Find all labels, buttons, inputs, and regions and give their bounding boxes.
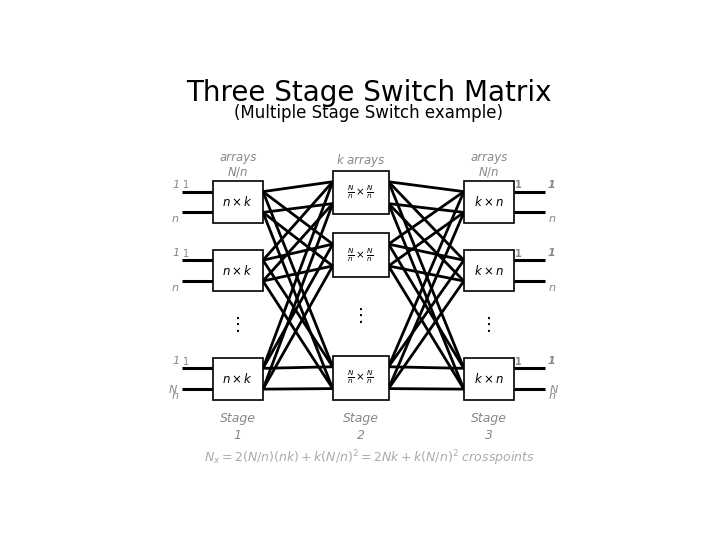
Text: $n\times k$: $n\times k$: [222, 264, 253, 278]
Text: 1: 1: [548, 248, 555, 258]
Bar: [213, 358, 263, 400]
Text: $n$: $n$: [548, 391, 556, 401]
Text: 1: 1: [548, 179, 555, 190]
Text: (Multiple Stage Switch example): (Multiple Stage Switch example): [235, 104, 503, 122]
Bar: [464, 250, 514, 292]
Text: 1: 1: [516, 248, 522, 259]
Text: $k$ arrays: $k$ arrays: [336, 152, 385, 168]
Bar: [333, 171, 389, 214]
Text: $k\times n$: $k\times n$: [474, 195, 504, 209]
Text: 3: 3: [485, 429, 493, 442]
Text: $n$: $n$: [548, 283, 556, 293]
Text: ⋮: ⋮: [480, 316, 498, 334]
Bar: [464, 181, 514, 223]
Bar: [213, 250, 263, 292]
Text: 1: 1: [183, 357, 189, 367]
Text: ⋮: ⋮: [229, 316, 247, 334]
Text: 1: 1: [183, 180, 189, 190]
Bar: [333, 233, 389, 277]
Text: 2: 2: [356, 429, 364, 442]
Text: $N/n$: $N/n$: [478, 165, 500, 179]
Text: 1: 1: [172, 356, 179, 366]
Text: $N$: $N$: [168, 383, 178, 395]
Text: 1: 1: [516, 357, 522, 367]
Text: $n\times k$: $n\times k$: [222, 195, 253, 209]
Text: Stage: Stage: [220, 412, 256, 425]
Text: $n\times k$: $n\times k$: [222, 372, 253, 386]
Text: 1: 1: [548, 356, 555, 366]
Text: $n$: $n$: [171, 391, 179, 401]
Text: Stage: Stage: [343, 412, 379, 425]
Bar: [333, 356, 389, 400]
Text: $n$: $n$: [171, 214, 179, 225]
Text: $N_x = 2(N/n)(nk) + k(N/n)^2 = 2Nk + k(N/n)^2$ crosspoints: $N_x = 2(N/n)(nk) + k(N/n)^2 = 2Nk + k(N…: [204, 448, 534, 468]
Text: ⋮: ⋮: [351, 307, 369, 326]
Text: 1: 1: [234, 429, 242, 442]
Text: 1: 1: [172, 248, 179, 258]
Text: $\frac{N}{n}\times\frac{N}{n}$: $\frac{N}{n}\times\frac{N}{n}$: [347, 246, 374, 264]
Text: Three Stage Switch Matrix: Three Stage Switch Matrix: [186, 79, 552, 107]
Text: $N$: $N$: [549, 383, 559, 395]
Text: $\frac{N}{n}\times\frac{N}{n}$: $\frac{N}{n}\times\frac{N}{n}$: [347, 184, 374, 201]
Text: $k\times n$: $k\times n$: [474, 372, 504, 386]
Text: arrays: arrays: [219, 151, 256, 164]
Text: $\frac{N}{n}\times\frac{N}{n}$: $\frac{N}{n}\times\frac{N}{n}$: [347, 369, 374, 386]
Text: arrays: arrays: [470, 151, 508, 164]
Text: $k\times n$: $k\times n$: [474, 264, 504, 278]
Text: $n$: $n$: [171, 283, 179, 293]
Bar: [464, 358, 514, 400]
Text: 1: 1: [183, 248, 189, 259]
Bar: [213, 181, 263, 223]
Text: Stage: Stage: [471, 412, 507, 425]
Text: 1: 1: [516, 180, 522, 190]
Text: $N/n$: $N/n$: [228, 165, 248, 179]
Text: 1: 1: [172, 179, 179, 190]
Text: $n$: $n$: [548, 214, 556, 225]
